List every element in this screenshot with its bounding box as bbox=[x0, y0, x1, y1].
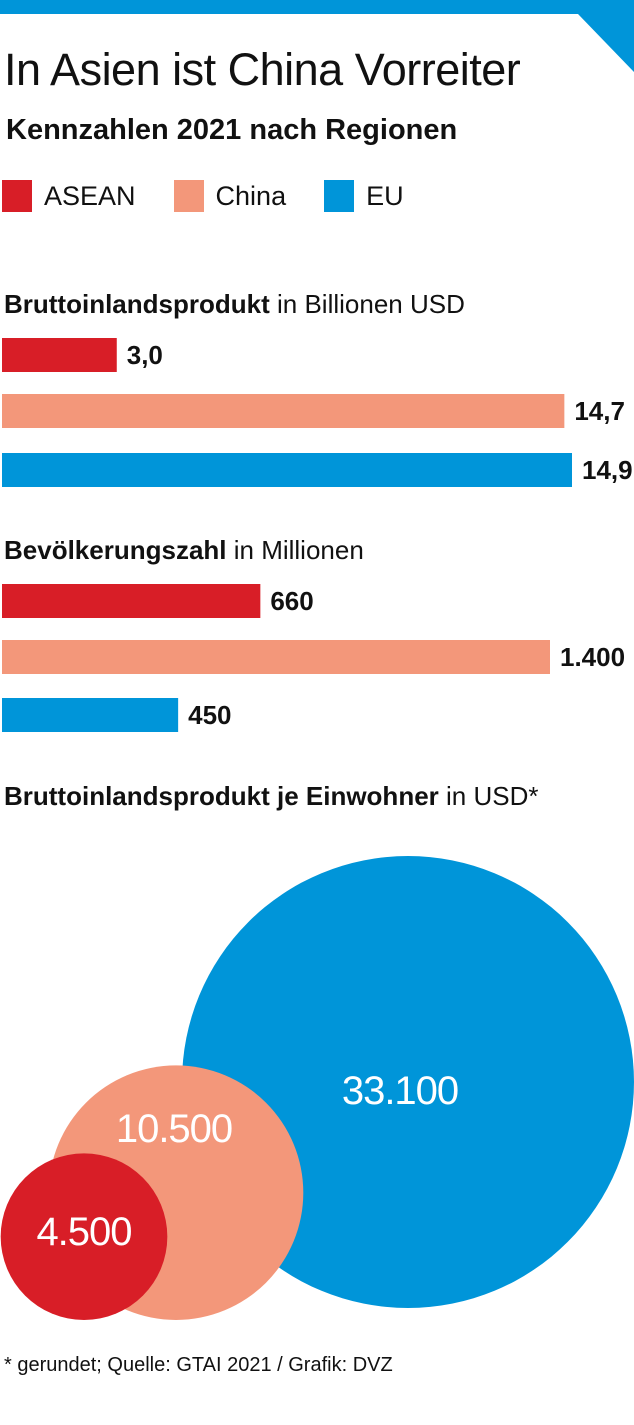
bubble-value-label-china: 10.500 bbox=[116, 1107, 232, 1151]
gdp-bar-eu bbox=[2, 453, 572, 487]
population-section-title: Bevölkerungszahl in Millionen bbox=[4, 534, 364, 566]
top-accent-bar bbox=[0, 0, 634, 14]
bubble-asean bbox=[0, 1153, 168, 1321]
corner-fold-icon bbox=[578, 14, 634, 72]
legend-label-asean: ASEAN bbox=[44, 180, 136, 211]
legend-swatch-asean bbox=[2, 180, 32, 212]
gdp-value-label-eu: 14,9 bbox=[582, 455, 633, 485]
legend-item-china: China bbox=[173, 180, 287, 212]
chart-subtitle: Kennzahlen 2021 nach Regionen bbox=[6, 114, 458, 146]
legend-label-eu: EU bbox=[366, 180, 404, 211]
gdp-value-label-china: 14,7 bbox=[574, 396, 625, 426]
population-value-label-eu: 450 bbox=[188, 700, 231, 730]
gdp-section-title: Bruttoinlandsprodukt in Billionen USD bbox=[4, 288, 465, 320]
legend-item-asean: ASEAN bbox=[2, 180, 136, 212]
chart-title: In Asien ist China Vorreiter bbox=[4, 44, 521, 95]
population-title-unit: in Millionen bbox=[226, 535, 364, 565]
gdp-title-unit: in Billionen USD bbox=[269, 289, 465, 319]
gdp-title-bold: Bruttoinlandsprodukt bbox=[4, 289, 270, 319]
legend-swatch-china bbox=[173, 180, 204, 212]
source-footnote: * gerundet; Quelle: GTAI 2021 / Grafik: … bbox=[4, 1354, 393, 1376]
gdp-per-capita-section-title: Bruttoinlandsprodukt je Einwohner in USD… bbox=[4, 780, 538, 812]
legend: ASEAN China EU bbox=[2, 178, 442, 214]
gdp-value-label-asean: 3,0 bbox=[127, 340, 163, 370]
population-title-bold: Bevölkerungszahl bbox=[4, 535, 227, 565]
bubble-value-label-eu: 33.100 bbox=[342, 1069, 458, 1113]
population-bar-china bbox=[2, 640, 550, 674]
population-bar-asean bbox=[2, 584, 261, 618]
gdp-per-capita-title-bold: Bruttoinlandsprodukt je Einwohner bbox=[4, 781, 439, 811]
legend-swatch-eu bbox=[324, 180, 355, 212]
gdp-bar-china bbox=[2, 394, 565, 428]
gdp-bar-asean bbox=[2, 338, 117, 372]
population-bar-eu bbox=[2, 698, 179, 732]
population-value-label-china: 1.400 bbox=[560, 642, 625, 672]
legend-label-china: China bbox=[215, 180, 287, 211]
gdp-per-capita-title-unit: in USD* bbox=[438, 781, 539, 811]
bubble-value-label-asean: 4.500 bbox=[36, 1210, 131, 1254]
legend-item-eu: EU bbox=[324, 180, 404, 212]
population-value-label-asean: 660 bbox=[270, 586, 313, 616]
